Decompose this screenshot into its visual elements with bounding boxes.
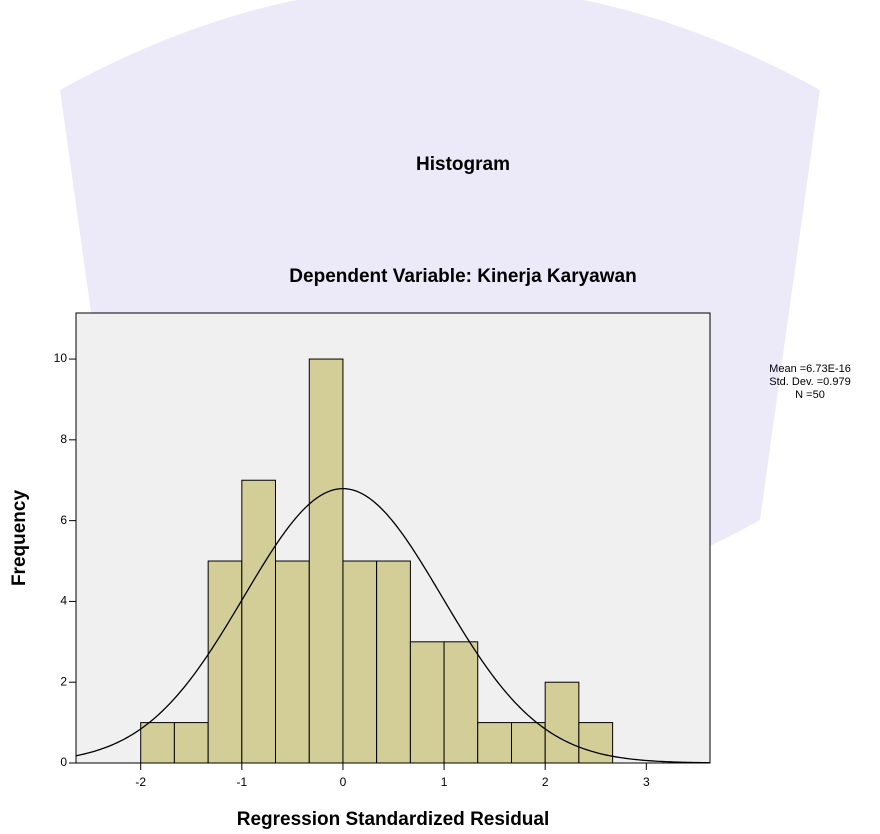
bar (444, 642, 478, 763)
bar (512, 723, 546, 763)
bar (545, 682, 579, 763)
stat-n: N =50 (795, 389, 825, 401)
chart: Histogram Dependent Variable: Kinerja Ka… (0, 0, 880, 834)
bar (276, 561, 310, 763)
x-tick-label: 2 (542, 775, 549, 789)
y-tick-label: 6 (60, 513, 67, 527)
y-tick-label: 4 (60, 594, 67, 608)
bar (242, 480, 276, 763)
y-tick-label: 0 (60, 755, 67, 769)
y-axis-label: Frequency (9, 490, 30, 587)
stat-sd: Std. Dev. =0.979 (769, 376, 850, 388)
bar (410, 642, 444, 763)
y-tick-label: 10 (54, 351, 68, 365)
y-tick-label: 2 (60, 674, 67, 688)
bar (309, 359, 343, 763)
x-tick-label: -1 (236, 775, 247, 789)
x-tick-label: 1 (441, 775, 448, 789)
stat-mean: Mean =6.73E-16 (769, 363, 851, 375)
bar (478, 723, 512, 763)
chart-title: Histogram (416, 154, 510, 175)
bar (208, 561, 242, 763)
bar (579, 723, 613, 763)
y-tick-label: 8 (60, 432, 67, 446)
bar (141, 723, 175, 763)
x-tick-label: 3 (643, 775, 650, 789)
bar (174, 723, 208, 763)
x-tick-label: -2 (135, 775, 146, 789)
x-axis-label: Regression Standardized Residual (237, 809, 550, 830)
page: {"chart_data": {"type": "histogram", "ti… (0, 0, 880, 834)
chart-subtitle: Dependent Variable: Kinerja Karyawan (289, 266, 636, 287)
bar (343, 561, 377, 763)
bar (377, 561, 411, 763)
x-tick-label: 0 (340, 775, 347, 789)
